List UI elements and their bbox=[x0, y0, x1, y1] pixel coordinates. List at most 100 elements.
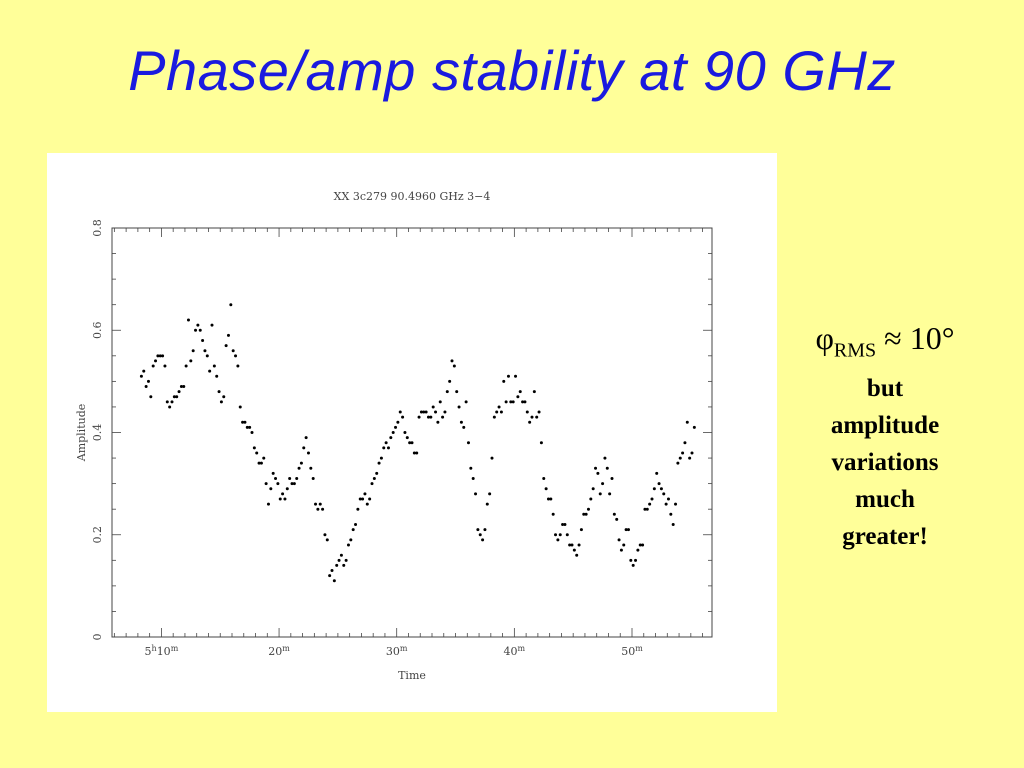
data-point bbox=[542, 477, 546, 481]
data-point bbox=[544, 487, 548, 491]
data-point bbox=[290, 482, 294, 486]
data-point bbox=[201, 338, 205, 342]
data-point bbox=[172, 395, 176, 399]
data-point bbox=[292, 482, 296, 486]
phi-rms-line: φRMS ≈ 10° bbox=[782, 318, 988, 370]
data-point bbox=[302, 446, 306, 450]
data-point bbox=[337, 558, 341, 562]
plot-frame bbox=[111, 227, 713, 638]
data-point bbox=[610, 477, 614, 481]
data-point bbox=[685, 420, 689, 424]
data-point bbox=[144, 384, 148, 388]
data-point bbox=[488, 492, 492, 496]
data-point bbox=[539, 441, 543, 445]
data-point bbox=[624, 528, 628, 532]
data-point bbox=[570, 543, 574, 547]
data-point bbox=[146, 379, 150, 383]
data-point bbox=[370, 482, 374, 486]
data-point bbox=[626, 528, 630, 532]
data-point bbox=[328, 574, 332, 578]
data-point bbox=[154, 359, 158, 363]
data-point bbox=[226, 333, 230, 337]
data-point bbox=[457, 405, 461, 409]
data-point bbox=[375, 471, 379, 475]
data-point bbox=[612, 512, 616, 516]
data-point bbox=[450, 359, 454, 363]
data-point bbox=[299, 461, 303, 465]
chart-title: XX 3c279 90.4960 GHz 3−4 bbox=[334, 190, 491, 203]
data-point bbox=[650, 497, 654, 501]
y-tick-label: 0 bbox=[91, 634, 104, 641]
data-point bbox=[410, 441, 414, 445]
data-point bbox=[269, 487, 273, 491]
data-point bbox=[476, 528, 480, 532]
data-point bbox=[666, 497, 670, 501]
data-point bbox=[645, 507, 649, 511]
data-point bbox=[546, 497, 550, 501]
data-point bbox=[521, 400, 525, 404]
data-point bbox=[586, 507, 590, 511]
data-point bbox=[229, 303, 233, 307]
phi-symbol: φ bbox=[815, 320, 834, 356]
data-point bbox=[615, 517, 619, 521]
data-point bbox=[676, 461, 680, 465]
data-point bbox=[234, 354, 238, 358]
data-point bbox=[372, 477, 376, 481]
data-point bbox=[403, 431, 407, 434]
y-tick-label: 0.8 bbox=[91, 219, 104, 237]
data-point bbox=[196, 323, 200, 327]
data-point bbox=[170, 400, 174, 404]
data-point bbox=[589, 497, 593, 501]
amplitude-time-scatter-chart: 0 0.2 0.4 0.6 0.8 5h10m 20m 30m 40m 50m XX 3c279 9… bbox=[75, 190, 713, 682]
data-point bbox=[139, 374, 143, 378]
data-point bbox=[516, 395, 520, 399]
data-point bbox=[549, 497, 553, 501]
data-point bbox=[354, 523, 358, 527]
data-point bbox=[382, 446, 386, 450]
data-point bbox=[276, 482, 280, 486]
data-point bbox=[158, 354, 162, 358]
data-point bbox=[678, 456, 682, 460]
data-point bbox=[445, 390, 449, 394]
data-point bbox=[205, 354, 209, 358]
data-point bbox=[692, 425, 696, 429]
x-tick-label: 40m bbox=[504, 644, 526, 659]
data-point bbox=[669, 512, 673, 516]
data-point bbox=[163, 364, 167, 368]
data-point bbox=[231, 349, 235, 353]
data-point bbox=[528, 420, 532, 424]
data-point bbox=[655, 471, 659, 475]
data-point bbox=[191, 349, 195, 353]
data-point bbox=[161, 354, 165, 358]
data-point bbox=[151, 364, 155, 368]
data-point bbox=[638, 543, 642, 547]
data-point bbox=[342, 563, 346, 567]
data-point bbox=[309, 466, 313, 470]
data-point bbox=[426, 415, 430, 419]
side-note: φRMS ≈ 10° but amplitude variations much… bbox=[782, 318, 988, 555]
data-point bbox=[236, 364, 240, 368]
data-point bbox=[274, 477, 278, 481]
note-line: greater! bbox=[842, 523, 928, 551]
data-point bbox=[384, 441, 388, 445]
data-point bbox=[248, 425, 252, 429]
y-tick-label: 0.4 bbox=[91, 424, 104, 442]
data-point bbox=[474, 492, 478, 496]
data-point bbox=[657, 482, 661, 486]
data-point bbox=[584, 512, 588, 516]
data-point bbox=[572, 548, 576, 552]
data-point bbox=[417, 415, 421, 419]
data-point bbox=[659, 487, 663, 491]
data-point bbox=[255, 451, 259, 455]
data-point bbox=[671, 523, 675, 527]
data-point bbox=[412, 451, 416, 455]
data-point bbox=[554, 533, 558, 537]
data-point bbox=[224, 344, 228, 348]
data-point bbox=[514, 374, 518, 378]
data-point bbox=[502, 379, 506, 383]
data-point bbox=[495, 410, 499, 414]
data-point bbox=[351, 528, 355, 532]
data-point bbox=[688, 456, 692, 460]
y-axis-label: Amplitude bbox=[75, 404, 88, 463]
data-point bbox=[603, 456, 607, 460]
